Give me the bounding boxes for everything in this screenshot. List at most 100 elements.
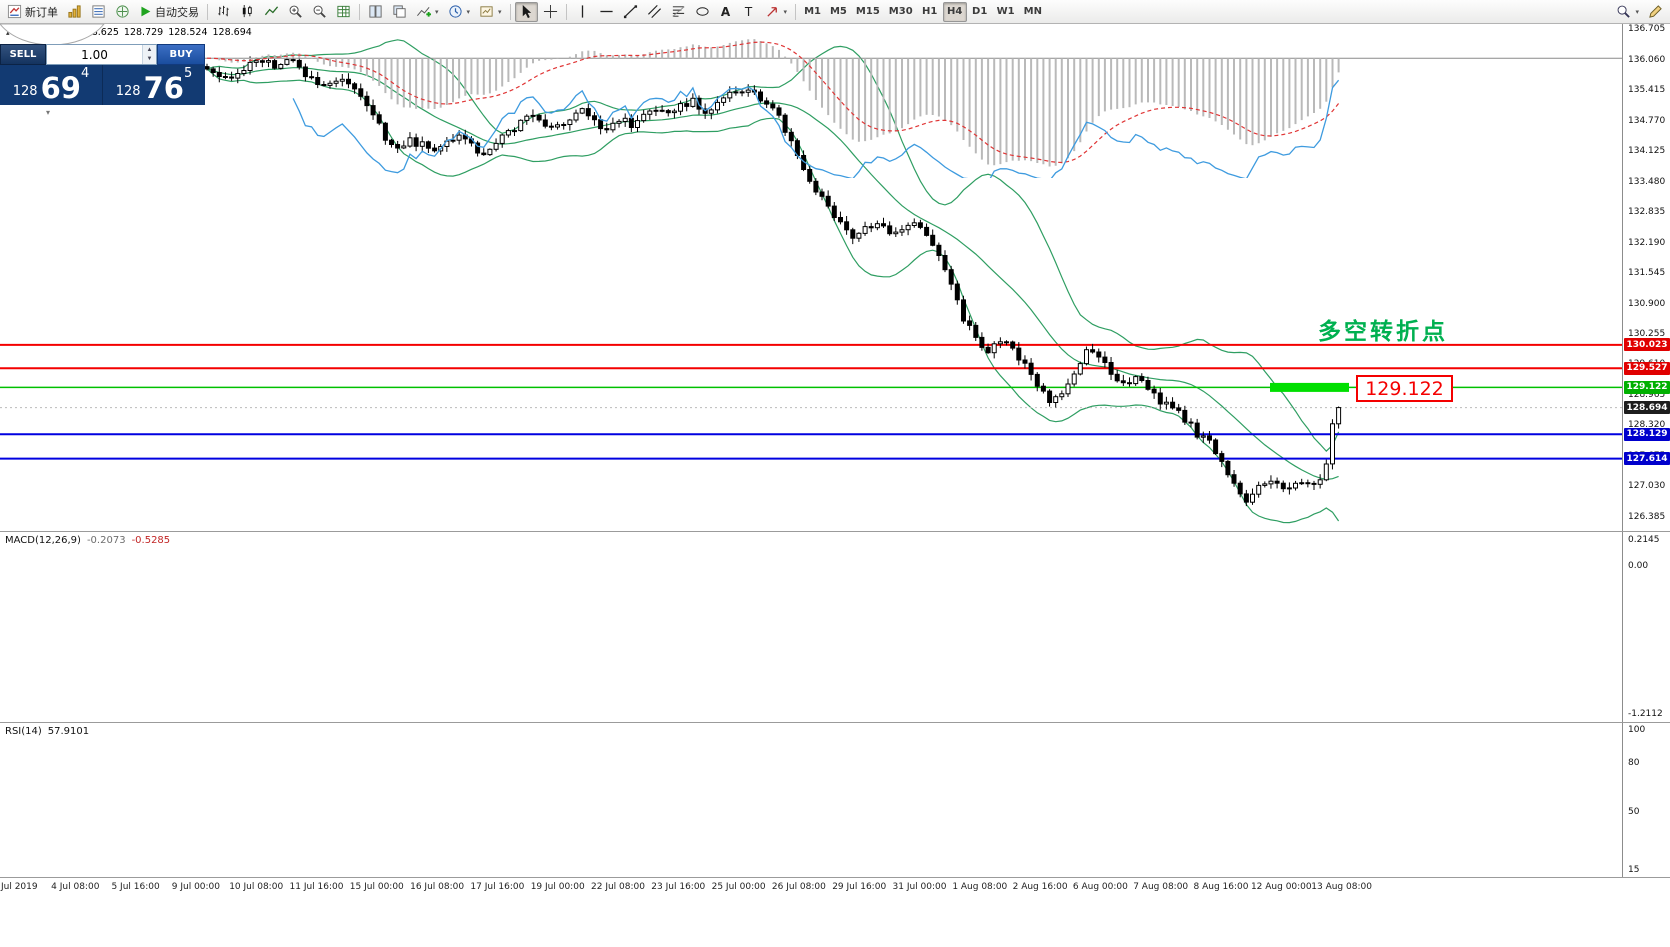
tile-windows-icon: [369, 5, 382, 18]
price-tick: 132.835: [1628, 207, 1666, 218]
macd-pane[interactable]: [0, 24, 1622, 214]
buy-price[interactable]: 128 76 5: [103, 65, 205, 105]
dropdown-caret-icon: ▾: [466, 7, 471, 16]
main-price-chart[interactable]: [0, 24, 1622, 531]
vertical-line-icon: [581, 5, 583, 18]
volume-input[interactable]: [47, 45, 142, 64]
level-price-badge: 130.023: [1624, 338, 1670, 352]
timeframe-m1-button[interactable]: M1: [800, 2, 825, 22]
price-tick: 128.965: [1628, 389, 1666, 400]
time-label: 23 Jul 16:00: [651, 882, 706, 892]
ellipse-shape-icon: [695, 7, 709, 16]
sell-price[interactable]: 128 69 4: [0, 65, 103, 105]
rsi-name: RSI(14): [5, 726, 42, 737]
level-callout-label[interactable]: 129.122: [1356, 375, 1453, 402]
one-click-trade-panel: SELL ▲ ▼ BUY 128 69 4: [0, 44, 205, 105]
strategy-tester-button[interactable]: [332, 2, 355, 22]
fibonacci-tool-button[interactable]: [667, 2, 690, 22]
timeframe-m15-button[interactable]: M15: [852, 2, 884, 22]
sell-price-point: 4: [80, 66, 90, 81]
timeframe-h4-button[interactable]: H4: [942, 1, 967, 22]
rsi-tick: 100: [1628, 725, 1646, 735]
tile-windows-button[interactable]: [364, 2, 387, 22]
auto-trading-label: 自动交易: [155, 5, 199, 19]
auto-trading-button[interactable]: 自动交易: [135, 2, 203, 22]
text-tool-button[interactable]: A: [715, 2, 737, 22]
zoom-out-button[interactable]: [308, 2, 331, 22]
zoom-in-button[interactable]: [284, 2, 307, 22]
cursor-button[interactable]: [514, 1, 538, 22]
trendline-tool-button[interactable]: [619, 2, 642, 22]
time-label: 19 Jul 00:00: [530, 882, 585, 892]
fibonacci-icon: [672, 6, 684, 17]
pane-separator[interactable]: [0, 722, 1670, 723]
search-button[interactable]: ▾: [1612, 2, 1643, 22]
time-label: 6 Aug 00:00: [1072, 882, 1128, 892]
channel-icon: [647, 5, 661, 18]
arrows-tool-button[interactable]: ▾: [761, 2, 792, 22]
navigator-button[interactable]: [111, 2, 134, 22]
time-axis[interactable]: 3 Jul 2019 4 Jul 08:00 5 Jul 16:00 9 Jul 00…: [0, 878, 1670, 902]
rsi-pane[interactable]: [0, 24, 1622, 178]
turning-point-annotation[interactable]: 多空转折点: [1318, 319, 1448, 345]
periods-button[interactable]: ▾: [444, 2, 475, 22]
cursor-icon: [522, 4, 531, 19]
buy-button[interactable]: BUY: [157, 44, 205, 65]
horizontal-line-tool-button[interactable]: [595, 2, 618, 22]
time-label: 8 Aug 16:00: [1193, 882, 1249, 892]
time-label: 15 Jul 00:00: [349, 882, 404, 892]
level-price-badge: 127.614: [1624, 452, 1670, 466]
time-label: 31 Jul 00:00: [892, 882, 947, 892]
price-tick: 135.415: [1628, 85, 1666, 96]
sell-button[interactable]: SELL: [0, 44, 46, 65]
volume-down-button[interactable]: ▼: [143, 54, 156, 64]
macd-main-value: -0.2073: [86, 535, 126, 546]
indicators-button[interactable]: ▾: [412, 2, 443, 22]
timeframe-h1-button[interactable]: H1: [918, 2, 942, 22]
table-grid-icon: [337, 5, 350, 18]
quick-edit-button[interactable]: [1644, 2, 1667, 22]
timeframe-mn-button[interactable]: MN: [1020, 2, 1046, 22]
timeframe-m30-button[interactable]: M30: [885, 2, 917, 22]
macd-tick: -1.2112: [1628, 709, 1663, 719]
new-order-label: 新订单: [25, 5, 58, 19]
bar-chart-type-button[interactable]: [212, 2, 235, 22]
sell-price-pips: 69: [40, 71, 81, 105]
vertical-line-tool-button[interactable]: [571, 2, 594, 22]
time-label: 1 Aug 08:00: [952, 882, 1008, 892]
timeframe-m5-button[interactable]: M5: [826, 2, 851, 22]
time-label: 11 Jul 16:00: [289, 882, 344, 892]
market-watch-button[interactable]: [63, 2, 86, 22]
templates-button[interactable]: ▾: [475, 2, 506, 22]
macd-name: MACD(12,26,9): [5, 535, 81, 546]
pane-separator[interactable]: [0, 877, 1670, 878]
label-tool-button[interactable]: T: [738, 2, 760, 22]
label-tool-label: T: [744, 4, 753, 19]
volume-spinner: ▲ ▼: [142, 45, 156, 64]
cascade-windows-icon: [393, 5, 406, 18]
volume-up-button[interactable]: ▲: [143, 45, 156, 55]
candlestick-chart-type-button[interactable]: [236, 2, 259, 22]
crosshair-button[interactable]: [539, 2, 562, 22]
line-chart-type-button[interactable]: [260, 2, 283, 22]
macd-tick: 0.00: [1628, 561, 1649, 572]
text-tool-label: A: [720, 4, 731, 19]
timeframe-w1-button[interactable]: W1: [993, 2, 1019, 22]
clock-icon: [448, 5, 462, 18]
pane-separator[interactable]: [0, 531, 1670, 532]
panel-collapse-icon[interactable]: ▾: [46, 108, 51, 117]
timeframe-d1-button[interactable]: D1: [968, 2, 992, 22]
price-axis[interactable]: 136.705 136.060 135.415 134.770 134.125 133.4…: [1622, 24, 1670, 878]
shapes-tool-button[interactable]: [691, 2, 714, 22]
sell-price-figure: 128: [12, 84, 38, 99]
cascade-windows-button[interactable]: [388, 2, 411, 22]
rsi-label: RSI(14) 57.9101: [5, 726, 89, 737]
trendline-icon: [623, 5, 637, 19]
gold-bars-icon: [68, 5, 81, 18]
data-window-button[interactable]: [87, 2, 110, 22]
new-order-button[interactable]: 新订单: [3, 2, 62, 22]
toolbar-separator: [795, 3, 797, 20]
channel-tool-button[interactable]: [643, 2, 666, 22]
price-tick: 133.480: [1628, 176, 1666, 187]
macd-tick: 0.2145: [1628, 535, 1660, 545]
